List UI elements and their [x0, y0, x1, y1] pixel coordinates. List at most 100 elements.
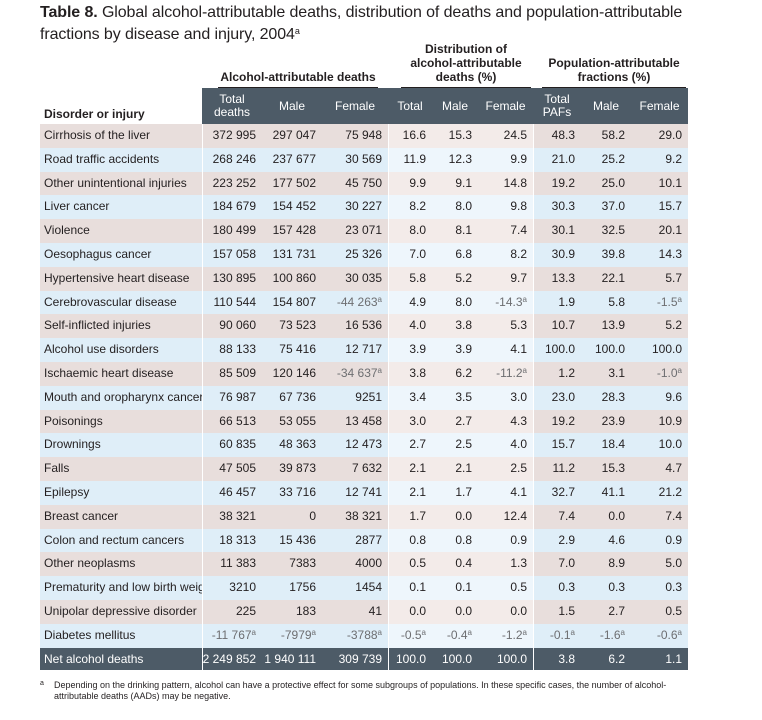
negative-footnote-mark: a [522, 294, 527, 304]
cell-paf-total: 0.3 [533, 576, 581, 600]
cell-value: 1454 [355, 580, 382, 595]
cell-dist-female: -11.2a [478, 361, 533, 386]
cell-paf-total: 15.7 [533, 433, 581, 458]
cell-value: 19.2 [551, 175, 575, 190]
cell-value: 12.3 [448, 151, 472, 166]
cell-value: 0.5 [409, 556, 426, 571]
cell-dist-female: 4.3 [478, 409, 533, 434]
cell-value: 8.2 [409, 199, 426, 214]
cell-paf-female: 9.6 [631, 385, 688, 410]
cell-paf-female: 9.2 [631, 147, 688, 172]
cell-aad-female: 38 321 [322, 504, 388, 529]
cell-value: 0.0 [409, 603, 426, 618]
cell-aad-female: 23 071 [322, 219, 388, 243]
column-separator [388, 338, 389, 362]
table-row: Prematurity and low birth weight 3210 1756… [40, 576, 688, 600]
cell-aad-male: 183 [262, 599, 322, 624]
column-group-header: Alcohol-attributable deaths Distribution… [40, 42, 688, 88]
column-separator [388, 147, 389, 172]
cell-dist-total: 2.1 [388, 480, 432, 505]
cell-aad-female: 30 227 [322, 195, 388, 220]
cell-paf-male: 0.3 [581, 576, 631, 600]
cell-dist-total: 100.0 [388, 647, 432, 670]
table-row: Hypertensive heart disease 130 895 100 860… [40, 266, 688, 291]
cell-value: 0.3 [558, 580, 575, 595]
cell-value: 5.8 [608, 294, 625, 309]
cell-value: 15.3 [448, 128, 472, 142]
cell-paf-female: -1.0a [631, 361, 688, 386]
cell-paf-male: 0.0 [581, 504, 631, 529]
cell-paf-total: 21.0 [533, 147, 581, 172]
cell-value: 10.0 [658, 437, 682, 452]
cell-value: 4.1 [510, 484, 527, 499]
cell-value: 16 536 [345, 318, 382, 333]
cell-value: 66 513 [219, 413, 256, 428]
cell-paf-total: 30.9 [533, 242, 581, 267]
column-separator [202, 528, 203, 553]
table-row: Self-inflicted injuries 90 060 73 523 16 53… [40, 314, 688, 339]
cell-value: 2.9 [558, 532, 575, 547]
column-separator [388, 457, 389, 481]
cell-value: 9.6 [665, 389, 682, 404]
cell-value: -1.5 [656, 294, 678, 309]
cell-value: 120 146 [272, 365, 316, 380]
column-separator [202, 219, 203, 243]
column-separator [202, 504, 203, 529]
cell-value: 15.3 [601, 461, 625, 476]
cell-aad-male: 177 502 [262, 171, 322, 196]
cell-value: 15.7 [551, 437, 575, 452]
cell-value: 5.2 [455, 270, 472, 285]
cell-paf-female: 5.0 [631, 552, 688, 577]
cell-paf-total: 7.0 [533, 552, 581, 577]
column-separator [202, 552, 203, 577]
cell-dist-total: 9.9 [388, 171, 432, 196]
negative-footnote-mark: a [377, 294, 382, 304]
cell-name: Cerebrovascular disease [40, 290, 202, 315]
negative-footnote-mark: a [570, 627, 575, 637]
cell-dist-total: 0.1 [388, 576, 432, 600]
cell-value: 12.4 [503, 508, 527, 523]
column-separator [202, 314, 203, 339]
cell-value: 130 895 [212, 270, 256, 285]
cell-value: 15.7 [658, 199, 682, 214]
header-dist-total: Total [388, 88, 432, 124]
column-separator [202, 480, 203, 505]
cell-aad-male: 0 [262, 504, 322, 529]
cell-paf-female: 0.9 [631, 528, 688, 553]
table-label: Table 8. [40, 4, 98, 21]
column-separator [202, 290, 203, 315]
negative-footnote-mark: a [522, 627, 527, 637]
cell-dist-total: -0.5a [388, 623, 432, 648]
cell-paf-female: 0.3 [631, 576, 688, 600]
cell-value: 1 940 111 [264, 651, 316, 666]
column-separator [388, 219, 389, 243]
cell-value: 10.9 [658, 413, 682, 428]
cell-dist-female: 4.0 [478, 433, 533, 458]
cell-paf-female: 14.3 [631, 242, 688, 267]
cell-value: 1.7 [409, 508, 426, 523]
cell-paf-male: 100.0 [581, 338, 631, 362]
cell-value: 3.4 [409, 389, 426, 404]
header-disorder: Disorder or injury [44, 107, 145, 121]
cell-name: Epilepsy [40, 480, 202, 505]
cell-value: 75 948 [345, 128, 382, 142]
cell-dist-male: 0.0 [432, 599, 478, 624]
cell-paf-female: 5.2 [631, 314, 688, 339]
table-row: Diabetes mellitus -11 767a -7979a -3788a -0.… [40, 623, 688, 648]
cell-value: 18 313 [219, 532, 256, 547]
table-row: Poisonings 66 513 53 055 13 458 3.0 2.7 4.3 19.… [40, 409, 688, 434]
cell-value: 85 509 [219, 365, 256, 380]
cell-value: 9.2 [665, 151, 682, 166]
cell-dist-female: 100.0 [478, 647, 533, 670]
cell-value: 100.0 [496, 651, 527, 666]
cell-dist-male: 8.0 [432, 195, 478, 220]
group-dist-label: Distribution of alcohol-attributable dea… [410, 42, 522, 84]
cell-value: 30 035 [345, 270, 382, 285]
cell-value: -0.1 [549, 627, 571, 642]
cell-paf-female: 1.1 [631, 647, 688, 670]
cell-aad-total: 90 060 [202, 314, 262, 339]
cell-dist-female: 0.9 [478, 528, 533, 553]
cell-paf-male: 25.0 [581, 171, 631, 196]
cell-aad-female: 41 [322, 599, 388, 624]
cell-dist-female: 4.1 [478, 338, 533, 362]
